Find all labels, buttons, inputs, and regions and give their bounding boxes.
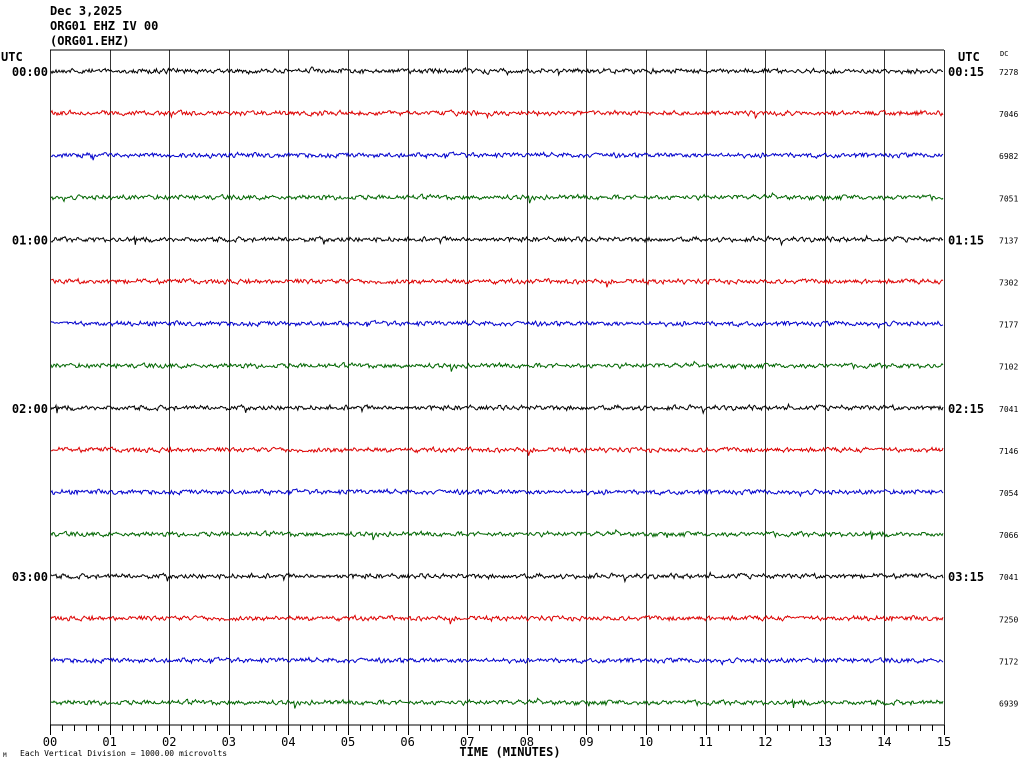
channel-code: (ORG01.EHZ) <box>50 34 130 48</box>
dc-value-label: 7302 <box>999 279 1018 288</box>
trace-line <box>50 360 944 372</box>
trace-line <box>50 109 944 120</box>
x-tick-label: 08 <box>520 735 534 749</box>
x-tick-label: 04 <box>281 735 295 749</box>
trace-line <box>50 528 944 541</box>
dc-value-label: 7046 <box>999 110 1018 119</box>
right-time-label: 02:15 <box>948 402 984 416</box>
left-time-label: 02:00 <box>12 402 48 416</box>
left-time-label: 03:00 <box>12 570 48 584</box>
trace-line <box>50 656 944 666</box>
trace-line <box>50 66 944 77</box>
trace-group <box>50 66 944 709</box>
trace-line <box>51 445 944 456</box>
x-tick-label: 15 <box>937 735 951 749</box>
dc-value-label: 7066 <box>999 531 1018 540</box>
x-tick-label: 12 <box>758 735 772 749</box>
x-tick-label: 14 <box>877 735 891 749</box>
dc-value-label: 7102 <box>999 363 1018 372</box>
x-axis-title: TIME (MINUTES) <box>459 745 560 759</box>
x-tick-label: 11 <box>698 735 712 749</box>
x-tick-label: 05 <box>341 735 355 749</box>
trace-line <box>50 319 944 330</box>
corner-mark: M <box>3 752 7 759</box>
dc-header-label: DC <box>1000 50 1008 58</box>
x-tick-label: 07 <box>460 735 474 749</box>
trace-line <box>50 487 944 498</box>
dc-value-label: 7054 <box>999 489 1018 498</box>
scale-note: Each Vertical Division = 1000.00 microvo… <box>20 749 228 758</box>
trace-line <box>50 570 944 584</box>
dc-value-label: 7146 <box>999 447 1018 456</box>
dc-value-label: 7172 <box>999 657 1018 666</box>
right-time-label: 03:15 <box>948 570 984 584</box>
x-tick-label: 03 <box>222 735 236 749</box>
x-tick-label: 01 <box>102 735 116 749</box>
left-time-label: 01:00 <box>12 233 48 247</box>
right-utc-label: UTC <box>958 50 980 64</box>
time-grid: 00 01 02 03 04 05 06 07 08 09 10 11 12 13 14 15 <box>43 49 951 749</box>
x-tick-label: 00 <box>43 735 57 749</box>
x-tick-label: 09 <box>579 735 593 749</box>
dc-value-label: 7041 <box>999 573 1018 582</box>
dc-value-label: 7278 <box>999 68 1018 77</box>
x-tick-label: 06 <box>400 735 414 749</box>
dc-value-label: 7041 <box>999 405 1018 414</box>
right-time-label: 00:15 <box>948 65 984 79</box>
dc-value-label: 6939 <box>999 700 1018 709</box>
trace-line <box>50 151 944 161</box>
left-utc-label: UTC <box>1 50 23 64</box>
right-time-label: 01:15 <box>948 233 984 247</box>
trace-line <box>50 697 944 709</box>
label-group: 00:00 01:00 02:00 03:00 00:15 01:15 02:15 03:15… <box>12 65 1019 709</box>
dc-value-label: 6982 <box>999 152 1018 161</box>
trace-line <box>50 614 944 625</box>
trace-line <box>50 192 944 204</box>
trace-line <box>50 234 944 247</box>
dc-value-label: 7177 <box>999 321 1018 330</box>
station-name: ORG01 EHZ IV 00 <box>50 19 159 33</box>
x-tick-label: 02 <box>162 735 176 749</box>
plot-date: Dec 3,2025 <box>50 4 123 18</box>
dc-value-label: 7137 <box>999 236 1018 245</box>
trace-line <box>51 277 944 288</box>
left-time-label: 00:00 <box>12 65 48 79</box>
dc-value-label: 7250 <box>999 615 1018 624</box>
x-tick-label: 10 <box>639 735 653 749</box>
x-tick-label: 13 <box>818 735 832 749</box>
trace-line <box>50 402 944 415</box>
dc-value-label: 7051 <box>999 194 1018 203</box>
